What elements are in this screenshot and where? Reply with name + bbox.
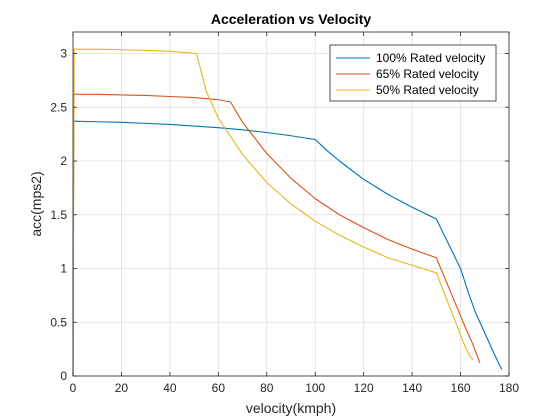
y-tick-label: 0 (60, 369, 67, 383)
legend-label-65: 65% Rated velocity (376, 67, 479, 81)
y-tick-label: 3 (60, 47, 67, 61)
x-tick-label: 60 (212, 381, 226, 395)
x-tick-label: 0 (70, 381, 77, 395)
chart-title: Acceleration vs Velocity (211, 11, 372, 27)
x-tick-label: 40 (163, 381, 177, 395)
x-tick-label: 100 (305, 381, 325, 395)
y-tick-label: 2 (60, 154, 67, 168)
x-axis-label: velocity(kmph) (246, 400, 336, 416)
x-tick-label: 80 (260, 381, 274, 395)
x-tick-label: 140 (402, 381, 422, 395)
y-tick-label: 2.5 (50, 100, 67, 114)
y-tick-label: 0.5 (50, 315, 67, 329)
legend-label-100: 100% Rated velocity (376, 51, 485, 65)
legend-label-50: 50% Rated velocity (376, 83, 479, 97)
x-tick-label: 120 (354, 381, 374, 395)
y-tick-label: 1.5 (50, 208, 67, 222)
x-tick-label: 160 (451, 381, 471, 395)
legend: 100% Rated velocity 65% Rated velocity 5… (330, 45, 496, 101)
y-tick-label: 1 (60, 262, 67, 276)
x-tick-label: 180 (499, 381, 519, 395)
x-tick-label: 20 (115, 381, 129, 395)
y-axis-label: acc(mps2) (28, 171, 44, 236)
